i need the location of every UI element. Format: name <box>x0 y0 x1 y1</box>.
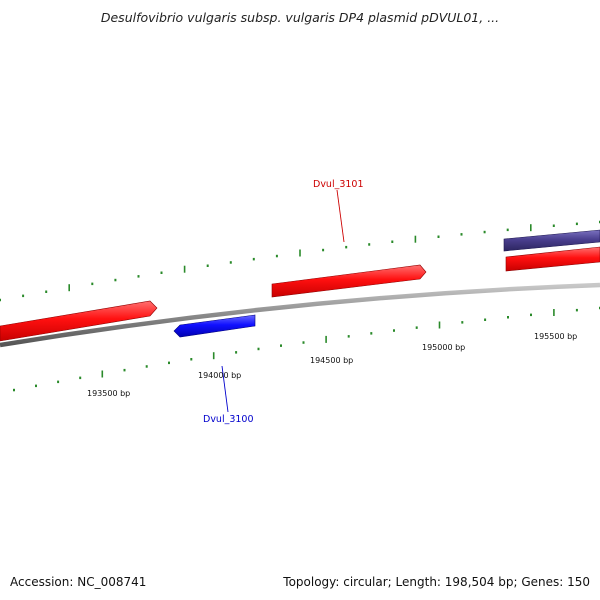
accession-text: Accession: NC_008741 <box>10 575 147 589</box>
map-title: Desulfovibrio vulgaris subsp. vulgaris D… <box>100 10 500 25</box>
backbone-line <box>0 282 600 348</box>
label-leader-dvul-3100 <box>221 365 229 413</box>
scale-label-193500: 193500 bp <box>87 389 130 398</box>
feature-arrow-purple[interactable] <box>503 229 600 252</box>
gene-label-dvul-3101[interactable]: Dvul_3101 <box>313 179 364 190</box>
scale-label-195000: 195000 bp <box>422 343 465 352</box>
gene-arrow-right[interactable] <box>505 246 600 272</box>
scale-label-195500: 195500 bp <box>534 332 577 341</box>
topology-summary-text: Topology: circular; Length: 198,504 bp; … <box>283 575 590 589</box>
gene-arrow-dvul-3101[interactable] <box>271 264 427 298</box>
scale-ticks-outer <box>0 220 600 302</box>
scale-ticks-inner <box>13 306 600 392</box>
scale-label-194500: 194500 bp <box>310 356 353 365</box>
scale-label-194000: 194000 bp <box>198 371 241 380</box>
gene-arrow-left[interactable] <box>0 300 158 342</box>
gene-arrow-dvul-3100[interactable] <box>173 314 256 338</box>
gene-label-dvul-3100[interactable]: Dvul_3100 <box>203 414 254 425</box>
label-leader-dvul-3101 <box>336 189 345 243</box>
